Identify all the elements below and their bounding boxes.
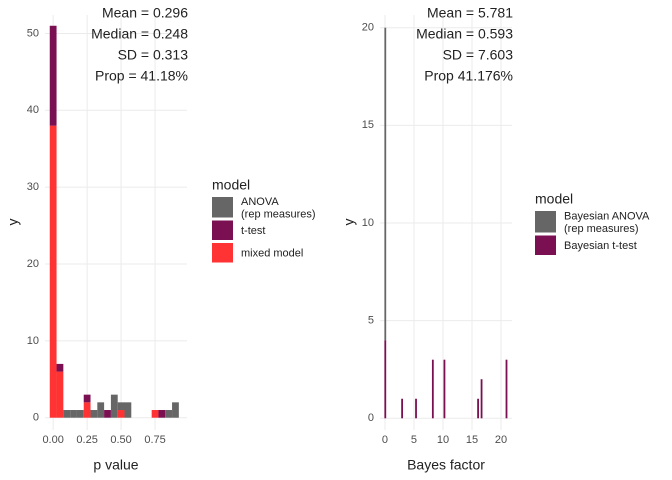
annotation: Median = 0.593	[416, 26, 513, 42]
legend-label: ANOVA (rep measures)	[241, 196, 316, 221]
legend-label: Bayesian t-test	[564, 240, 637, 252]
bar	[104, 410, 111, 418]
bar	[56, 371, 64, 418]
legend-label: Bayesian ANOVA (rep measures)	[564, 210, 650, 235]
legend-label: t-test	[241, 225, 265, 237]
legend-key	[212, 197, 233, 218]
bar	[56, 363, 64, 372]
annotation: Mean = 0.296	[102, 5, 188, 21]
y-axis-label: y	[341, 219, 357, 226]
y-tick-label: 20	[27, 258, 39, 270]
x-tick-label: 20	[495, 434, 507, 446]
bar	[83, 394, 91, 403]
bar	[431, 359, 434, 419]
x-axis-label: Bayes factor	[407, 457, 485, 473]
legend-title: model	[535, 191, 573, 207]
annotation: Mean = 5.781	[427, 5, 513, 21]
x-tick-label: 0	[382, 434, 388, 446]
y-tick-label: 40	[27, 104, 39, 116]
bar	[415, 398, 417, 419]
bar	[49, 25, 57, 126]
y-tick-label: 10	[27, 335, 39, 347]
x-tick-label: 0.75	[144, 434, 165, 446]
x-axis-label: p value	[93, 457, 138, 473]
bar	[158, 410, 166, 418]
legend-key	[212, 243, 233, 263]
bar	[70, 410, 77, 418]
bar	[480, 379, 483, 419]
annotation: SD = 0.313	[118, 47, 189, 63]
bar	[90, 410, 98, 418]
bar	[401, 398, 404, 419]
legend-key	[535, 235, 556, 255]
bar	[63, 410, 71, 418]
bar	[117, 402, 125, 411]
annotation: Prop 41.176%	[424, 68, 513, 84]
x-tick-label: 0.25	[76, 434, 97, 446]
bar	[49, 125, 57, 418]
legend-key	[535, 211, 556, 233]
bar	[124, 402, 132, 418]
y-tick-label: 30	[27, 181, 39, 193]
y-tick-label: 0	[368, 412, 374, 424]
x-tick-label: 5	[411, 434, 417, 446]
bar	[97, 402, 105, 418]
bar	[443, 359, 446, 419]
y-tick-label: 50	[27, 27, 39, 39]
legend-title: model	[212, 177, 250, 193]
y-tick-label: 15	[362, 119, 374, 131]
bar	[384, 340, 387, 419]
annotation: SD = 7.603	[443, 47, 514, 63]
bar	[477, 398, 479, 419]
annotation: Median = 0.248	[91, 26, 188, 42]
bar	[83, 402, 91, 418]
bar	[151, 410, 159, 418]
annotation: Prop = 41.18%	[95, 68, 188, 84]
bar	[76, 410, 84, 418]
x-tick-label: 0.50	[110, 434, 131, 446]
bar	[505, 359, 508, 419]
y-tick-label: 5	[368, 315, 374, 327]
y-tick-label: 20	[362, 22, 374, 34]
legend-label: mixed model	[241, 247, 303, 259]
x-tick-label: 0.00	[42, 434, 63, 446]
bar	[172, 402, 179, 418]
x-tick-label: 15	[466, 434, 478, 446]
y-tick-label: 10	[362, 217, 374, 229]
y-axis-label: y	[5, 219, 21, 226]
legend-key	[212, 220, 233, 240]
bar	[110, 394, 118, 418]
x-tick-label: 10	[437, 434, 449, 446]
bar	[165, 410, 173, 418]
y-tick-label: 0	[33, 412, 39, 424]
bar	[384, 27, 387, 341]
bar	[117, 410, 125, 418]
